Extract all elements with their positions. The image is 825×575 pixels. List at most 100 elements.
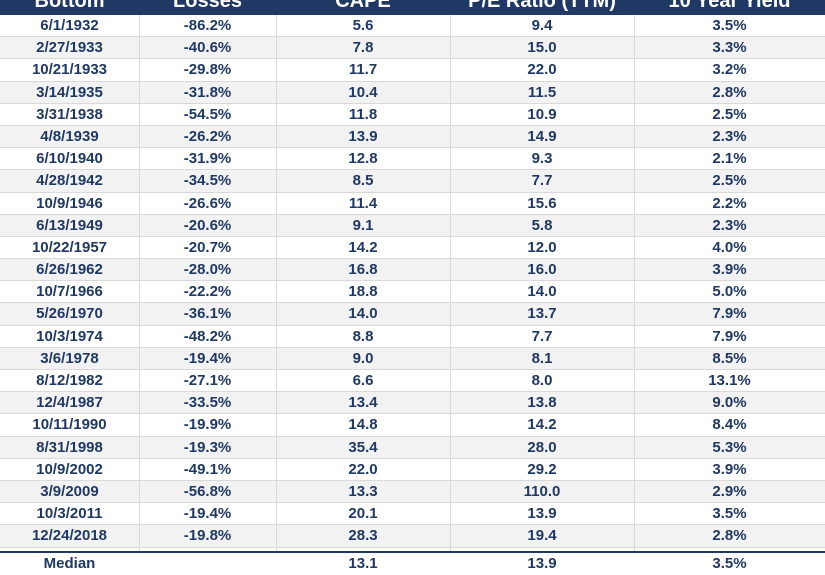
losses-cell: -49.1%: [183, 460, 232, 478]
yield-cell: 3.9%: [712, 261, 747, 279]
cape-cell: 5.6: [352, 17, 374, 34]
pe-ratio-cell: 8.1: [531, 349, 553, 367]
column-divider: [450, 15, 451, 575]
table-row: 10/3/1974 -48.2% 8.8 7.7 7.9%: [0, 326, 825, 348]
table-row: 10/3/2011 -19.4% 20.1 13.9 3.5%: [0, 503, 825, 526]
bottom-date-cell: 10/9/2002: [36, 460, 103, 478]
bottom-date-cell: 8/31/1998: [36, 438, 103, 456]
pe-ratio-cell: 19.4: [527, 527, 557, 545]
yield-cell: 3.5%: [712, 17, 747, 34]
cape-cell: 11.4: [348, 194, 378, 212]
table-header: Bottom Losses CAPE P/E Ratio (TTM) 10 Ye…: [0, 0, 825, 15]
bottom-date-cell: 2/27/1933: [36, 39, 103, 57]
losses-cell: -54.5%: [183, 105, 232, 123]
bottom-date-cell: 10/3/2011: [36, 505, 103, 523]
cape-cell: 14.0: [348, 305, 378, 323]
yield-cell: 2.5%: [712, 172, 747, 190]
yield-cell: 7.9%: [712, 305, 747, 323]
table-row: 6/1/1932 -86.2% 5.6 9.4 3.5%: [0, 15, 825, 38]
table-row: 3/14/1935 -31.8% 10.4 11.5 2.8%: [0, 81, 825, 104]
pe-ratio-cell: 9.3: [531, 150, 553, 168]
median-pe-ratio: 13.9: [527, 555, 557, 572]
pe-ratio-cell: 14.0: [527, 283, 557, 301]
pe-ratio-cell: 13.8: [527, 394, 557, 412]
losses-cell: -20.7%: [183, 238, 232, 256]
yield-cell: 3.3%: [712, 39, 747, 57]
table-row: 12/24/2018 -19.8% 28.3 19.4 2.8%: [0, 525, 825, 548]
cape-cell: 9.0: [352, 349, 374, 367]
pe-ratio-cell: 13.7: [527, 305, 557, 323]
cape-cell: 13.4: [348, 394, 378, 412]
bottom-date-cell: 10/22/1957: [31, 238, 108, 256]
losses-cell: -19.4%: [183, 349, 232, 367]
yield-cell: 9.0%: [712, 394, 747, 412]
table-row: 10/11/1990 -19.9% 14.8 14.2 8.4%: [0, 414, 825, 437]
cape-cell: 35.4: [348, 438, 378, 456]
median-row: Median 13.1 13.9 3.5%: [0, 551, 825, 575]
bottom-date-cell: 5/26/1970: [36, 305, 103, 323]
losses-cell: -26.2%: [183, 127, 232, 145]
table-row: 12/4/1987 -33.5% 13.4 13.8 9.0%: [0, 392, 825, 415]
cape-cell: 12.8: [348, 150, 378, 168]
losses-cell: -19.3%: [183, 438, 232, 456]
bottom-date-cell: 6/10/1940: [36, 150, 103, 168]
median-10-year-yield: 3.5%: [712, 555, 747, 572]
yield-cell: 2.8%: [712, 83, 747, 101]
losses-cell: -40.6%: [183, 39, 232, 57]
cape-cell: 11.7: [348, 61, 378, 79]
yield-cell: 8.5%: [712, 349, 747, 367]
table-row: 10/9/1946 -26.6% 11.4 15.6 2.2%: [0, 193, 825, 215]
cape-cell: 28.3: [348, 527, 378, 545]
cape-cell: 16.8: [348, 261, 378, 279]
cape-cell: 8.5: [352, 172, 374, 190]
header-bottom: Bottom: [34, 0, 105, 12]
cape-cell: 7.8: [352, 39, 374, 57]
losses-cell: -28.0%: [183, 261, 232, 279]
cape-cell: 9.1: [352, 216, 374, 234]
losses-cell: -31.9%: [183, 150, 232, 168]
pe-ratio-cell: 14.9: [527, 127, 557, 145]
median-label: Median: [43, 555, 96, 572]
pe-ratio-cell: 8.0: [531, 372, 553, 389]
bottom-date-cell: 6/1/1932: [40, 17, 99, 34]
losses-cell: -19.9%: [183, 416, 232, 434]
table-row: 10/9/2002 -49.1% 22.0 29.2 3.9%: [0, 459, 825, 481]
header-pe-ratio: P/E Ratio (TTM): [468, 0, 616, 12]
losses-cell: -27.1%: [183, 372, 232, 389]
table-row: 4/28/1942 -34.5% 8.5 7.7 2.5%: [0, 170, 825, 193]
yield-cell: 13.1%: [708, 372, 751, 389]
losses-cell: -56.8%: [183, 482, 232, 500]
cape-cell: 13.3: [348, 482, 378, 500]
bottom-date-cell: 3/9/2009: [40, 482, 99, 500]
table-row: 4/8/1939 -26.2% 13.9 14.9 2.3%: [0, 125, 825, 149]
header-cape: CAPE: [335, 0, 391, 12]
cape-cell: 14.8: [348, 416, 378, 434]
bottom-date-cell: 6/26/1962: [36, 261, 103, 279]
cape-cell: 18.8: [348, 283, 378, 301]
column-divider: [139, 15, 140, 575]
cape-cell: 8.8: [352, 327, 374, 345]
bottom-date-cell: 12/4/1987: [36, 394, 103, 412]
pe-ratio-cell: 28.0: [527, 438, 557, 456]
losses-cell: -31.8%: [183, 83, 232, 101]
bottom-date-cell: 8/12/1982: [36, 372, 103, 389]
bottom-date-cell: 12/24/2018: [31, 527, 108, 545]
yield-cell: 3.9%: [712, 460, 747, 478]
yield-cell: 3.5%: [712, 505, 747, 523]
yield-cell: 7.9%: [712, 327, 747, 345]
pe-ratio-cell: 29.2: [527, 460, 557, 478]
cape-cell: 22.0: [348, 460, 378, 478]
bottom-date-cell: 10/9/1946: [36, 194, 103, 212]
losses-cell: -19.4%: [183, 505, 232, 523]
pe-ratio-cell: 11.5: [527, 83, 557, 101]
bottom-date-cell: 10/11/1990: [32, 416, 107, 434]
pe-ratio-cell: 16.0: [527, 261, 557, 279]
losses-cell: -86.2%: [183, 17, 232, 34]
bottom-date-cell: 10/7/1966: [36, 283, 103, 301]
pe-ratio-cell: 14.2: [527, 416, 557, 434]
yield-cell: 2.5%: [712, 105, 747, 123]
table-row: 3/6/1978 -19.4% 9.0 8.1 8.5%: [0, 347, 825, 370]
losses-cell: -48.2%: [183, 327, 232, 345]
median-cape: 13.1: [348, 555, 378, 572]
losses-cell: -26.6%: [183, 194, 232, 212]
